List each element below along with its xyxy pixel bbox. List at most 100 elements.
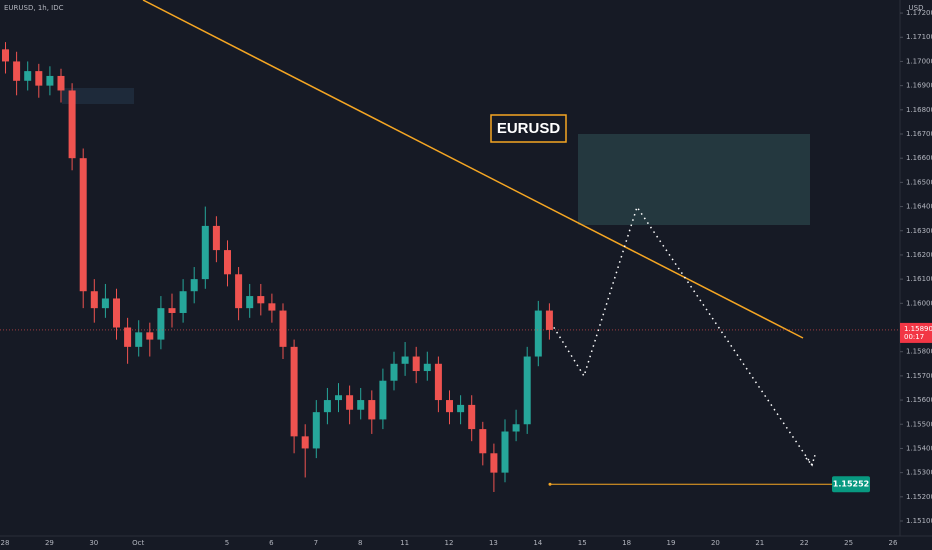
x-tick-label: 7 [314, 539, 318, 547]
candle-body [323, 400, 331, 413]
candle-body [179, 291, 187, 313]
y-tick-label: 1.15300 [906, 469, 932, 477]
candle-body [290, 346, 298, 437]
candle-body [468, 404, 476, 430]
candle-body [301, 436, 309, 449]
x-tick-label: 26 [889, 539, 898, 547]
candle-body [357, 400, 365, 410]
projection-arrow [805, 454, 816, 467]
x-tick-label: 15 [578, 539, 587, 547]
x-tick-label: 25 [844, 539, 853, 547]
target-label: 1.15252 [833, 480, 869, 489]
candle-body [13, 61, 21, 81]
candle-body [335, 395, 342, 401]
y-tick-label: 1.16600 [906, 154, 932, 162]
annotation-box [490, 114, 567, 143]
target-dot [548, 482, 552, 486]
candle-body [101, 298, 109, 309]
x-tick-label: 20 [711, 539, 720, 547]
candle-body [268, 303, 276, 311]
candle-body [512, 424, 520, 432]
y-tick-label: 1.16200 [906, 251, 932, 259]
candle-body [135, 332, 143, 347]
candle-body [224, 250, 231, 275]
candle-body [124, 327, 132, 347]
x-tick-label: Oct [132, 539, 144, 547]
candle-body [168, 308, 176, 313]
y-tick-label: 1.16500 [906, 178, 932, 186]
candle-body [279, 310, 287, 347]
y-tick-label: 1.15100 [906, 517, 932, 525]
candle-body [257, 296, 265, 304]
x-tick-label: 28 [1, 539, 10, 547]
candle-body [113, 298, 120, 328]
candle-body [457, 404, 465, 413]
x-tick-label: 22 [800, 539, 809, 547]
candle-body [212, 225, 220, 251]
x-tick-label: 8 [358, 539, 362, 547]
marks [2, 42, 553, 492]
candle-body [545, 310, 553, 330]
candle-body [390, 363, 398, 381]
x-tick-label: 5 [225, 539, 229, 547]
x-tick-label: 29 [45, 539, 54, 547]
x-tick-label: 21 [755, 539, 764, 547]
currency-label: USD [909, 4, 924, 12]
y-tick-label: 1.16400 [906, 203, 932, 211]
candle-body [534, 310, 542, 357]
candle-body [79, 158, 87, 292]
supply-zone [578, 134, 810, 225]
x-tick-label: 18 [622, 539, 631, 547]
candle-body [35, 71, 43, 86]
candle-body [368, 400, 376, 420]
candle-body [412, 356, 420, 372]
y-tick-label: 1.16300 [906, 227, 932, 235]
candle-body [68, 90, 76, 159]
y-tick-label: 1.15800 [906, 348, 932, 356]
last-price-label: 1.15890 [904, 325, 932, 333]
chart-title: EURUSD, 1h, IDC [4, 4, 64, 12]
y-tick-label: 1.15400 [906, 444, 932, 452]
y-tick-label: 1.16900 [906, 82, 932, 90]
candle-body [24, 71, 32, 81]
trend-line [142, 0, 804, 339]
y-tick-label: 1.16800 [906, 106, 932, 114]
y-tick-label: 1.17200 [906, 9, 932, 17]
candle-body [246, 296, 254, 309]
y-tick-label: 1.15200 [906, 493, 932, 501]
candle-body [157, 308, 165, 340]
y-tick-label: 1.17000 [906, 57, 932, 65]
candle-body [490, 453, 498, 473]
candle-body [501, 431, 509, 473]
candle-body [57, 75, 65, 91]
x-tick-label: 19 [667, 539, 676, 547]
x-tick-label: 13 [489, 539, 498, 547]
x-tick-label: 30 [89, 539, 98, 547]
x-tick-label: 6 [269, 539, 274, 547]
candle-body [2, 49, 9, 62]
y-tick-label: 1.15700 [906, 372, 932, 380]
candle-body [401, 356, 409, 364]
candle-body [201, 225, 209, 280]
candle-body [190, 279, 198, 292]
last-price-box [900, 322, 932, 343]
candle-body [90, 291, 98, 309]
y-tick-label: 1.16700 [906, 130, 932, 138]
x-tick-label: 11 [400, 539, 409, 547]
candle-body [479, 429, 487, 454]
candle-body [434, 363, 442, 401]
x-tick-label: 12 [445, 539, 454, 547]
x-tick-label: 14 [533, 539, 542, 547]
y-tick-label: 1.15500 [906, 420, 932, 428]
y-tick-label: 1.15600 [906, 396, 932, 404]
zone-small [62, 88, 134, 104]
candle-body [146, 332, 154, 340]
candle-body [312, 412, 320, 449]
y-tick-label: 1.16000 [906, 299, 932, 307]
candle-body [346, 395, 354, 410]
target-label-box [832, 476, 870, 493]
countdown: 00:17 [904, 333, 924, 341]
candle-body [446, 400, 453, 413]
